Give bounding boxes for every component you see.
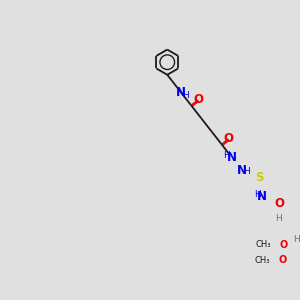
Text: H: H: [244, 167, 250, 176]
Text: N: N: [257, 190, 267, 203]
Text: H: H: [182, 91, 188, 100]
Text: S: S: [255, 171, 264, 184]
Text: H: H: [293, 235, 300, 244]
Text: N: N: [237, 164, 247, 177]
Text: N: N: [227, 151, 237, 164]
Text: H: H: [223, 151, 230, 160]
Text: O: O: [224, 133, 233, 146]
Text: O: O: [274, 197, 284, 211]
Text: N: N: [176, 86, 186, 99]
Text: H: H: [254, 190, 261, 199]
Text: H: H: [275, 214, 282, 223]
Text: O: O: [280, 240, 288, 250]
Text: O: O: [193, 94, 203, 106]
Text: O: O: [279, 255, 287, 266]
Text: CH₃: CH₃: [255, 256, 271, 265]
Text: CH₃: CH₃: [256, 240, 272, 249]
